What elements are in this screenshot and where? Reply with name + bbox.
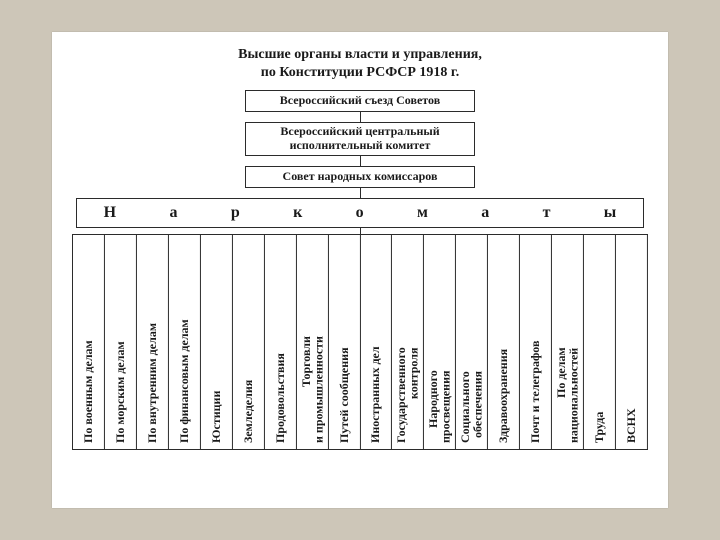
- department-cell: По делам национальностей: [552, 235, 584, 449]
- department-row: По военным деламПо морским деламПо внутр…: [72, 234, 648, 450]
- hierarchy-node-2: Совет народных комиссаров: [245, 166, 475, 188]
- department-cell: Продовольствия: [265, 235, 297, 449]
- hierarchy-node-2-label: Совет народных комиссаров: [283, 169, 438, 183]
- diagram-title: Высшие органы власти и управления, по Ко…: [70, 46, 650, 82]
- narkomaty-header-letter: ы: [604, 204, 617, 222]
- hierarchy-node-1-label: Всероссийский центральныйисполнительный …: [280, 124, 439, 152]
- narkomaty-group: На р к о м а т ы По военным деламПо морским дел…: [70, 198, 650, 450]
- department-cell: Народного просвещения: [424, 235, 456, 449]
- department-cell: Социального обеспечения: [456, 235, 488, 449]
- department-cell: Путей сообщения: [329, 235, 361, 449]
- department-cell: По финансовым делам: [169, 235, 201, 449]
- connector-2-group: [360, 188, 361, 198]
- narkomaty-header-letter: а: [169, 204, 177, 222]
- hierarchy-column: Всероссийский съезд Советов Всероссийски…: [70, 90, 650, 197]
- department-cell: Почт и телеграфов: [520, 235, 552, 449]
- narkomaty-header-letter: о: [356, 204, 364, 222]
- department-cell: По внутренним делам: [137, 235, 169, 449]
- department-cell: По морским делам: [105, 235, 137, 449]
- department-cell: Здравоохранения: [488, 235, 520, 449]
- paper-sheet: Высшие органы власти и управления, по Ко…: [52, 32, 668, 508]
- narkomaty-header-letter: т: [543, 204, 551, 222]
- narkomaty-header-letter: а: [481, 204, 489, 222]
- department-cell: Труда: [584, 235, 616, 449]
- department-cell: ВСНХ: [616, 235, 648, 449]
- department-cell: Иностранных дел: [360, 235, 392, 449]
- narkomaty-header-letter: к: [293, 204, 302, 222]
- department-cell: Торговли и промышленности: [297, 235, 329, 449]
- narkomaty-header-letter: Н: [104, 204, 116, 222]
- hierarchy-node-1: Всероссийский центральныйисполнительный …: [245, 122, 475, 156]
- department-cell: Юстиции: [201, 235, 233, 449]
- title-line-2: по Конституции РСФСР 1918 г.: [261, 65, 459, 80]
- narkomaty-header: На р к о м а т ы: [76, 198, 644, 228]
- hierarchy-node-0: Всероссийский съезд Советов: [245, 90, 475, 112]
- narkomaty-header-letter: р: [231, 204, 240, 222]
- narkomaty-header-letter: м: [417, 204, 428, 222]
- outer-frame: Высшие органы власти и управления, по Ко…: [0, 0, 720, 540]
- title-line-1: Высшие органы власти и управления,: [238, 47, 482, 62]
- connector-1-2: [360, 156, 361, 166]
- department-cell: Земледелия: [233, 235, 265, 449]
- department-cell: По военным делам: [73, 235, 105, 449]
- connector-0-1: [360, 112, 361, 122]
- department-cell: Государственного контроля: [392, 235, 424, 449]
- hierarchy-node-0-label: Всероссийский съезд Советов: [280, 93, 440, 107]
- stem: [360, 228, 361, 234]
